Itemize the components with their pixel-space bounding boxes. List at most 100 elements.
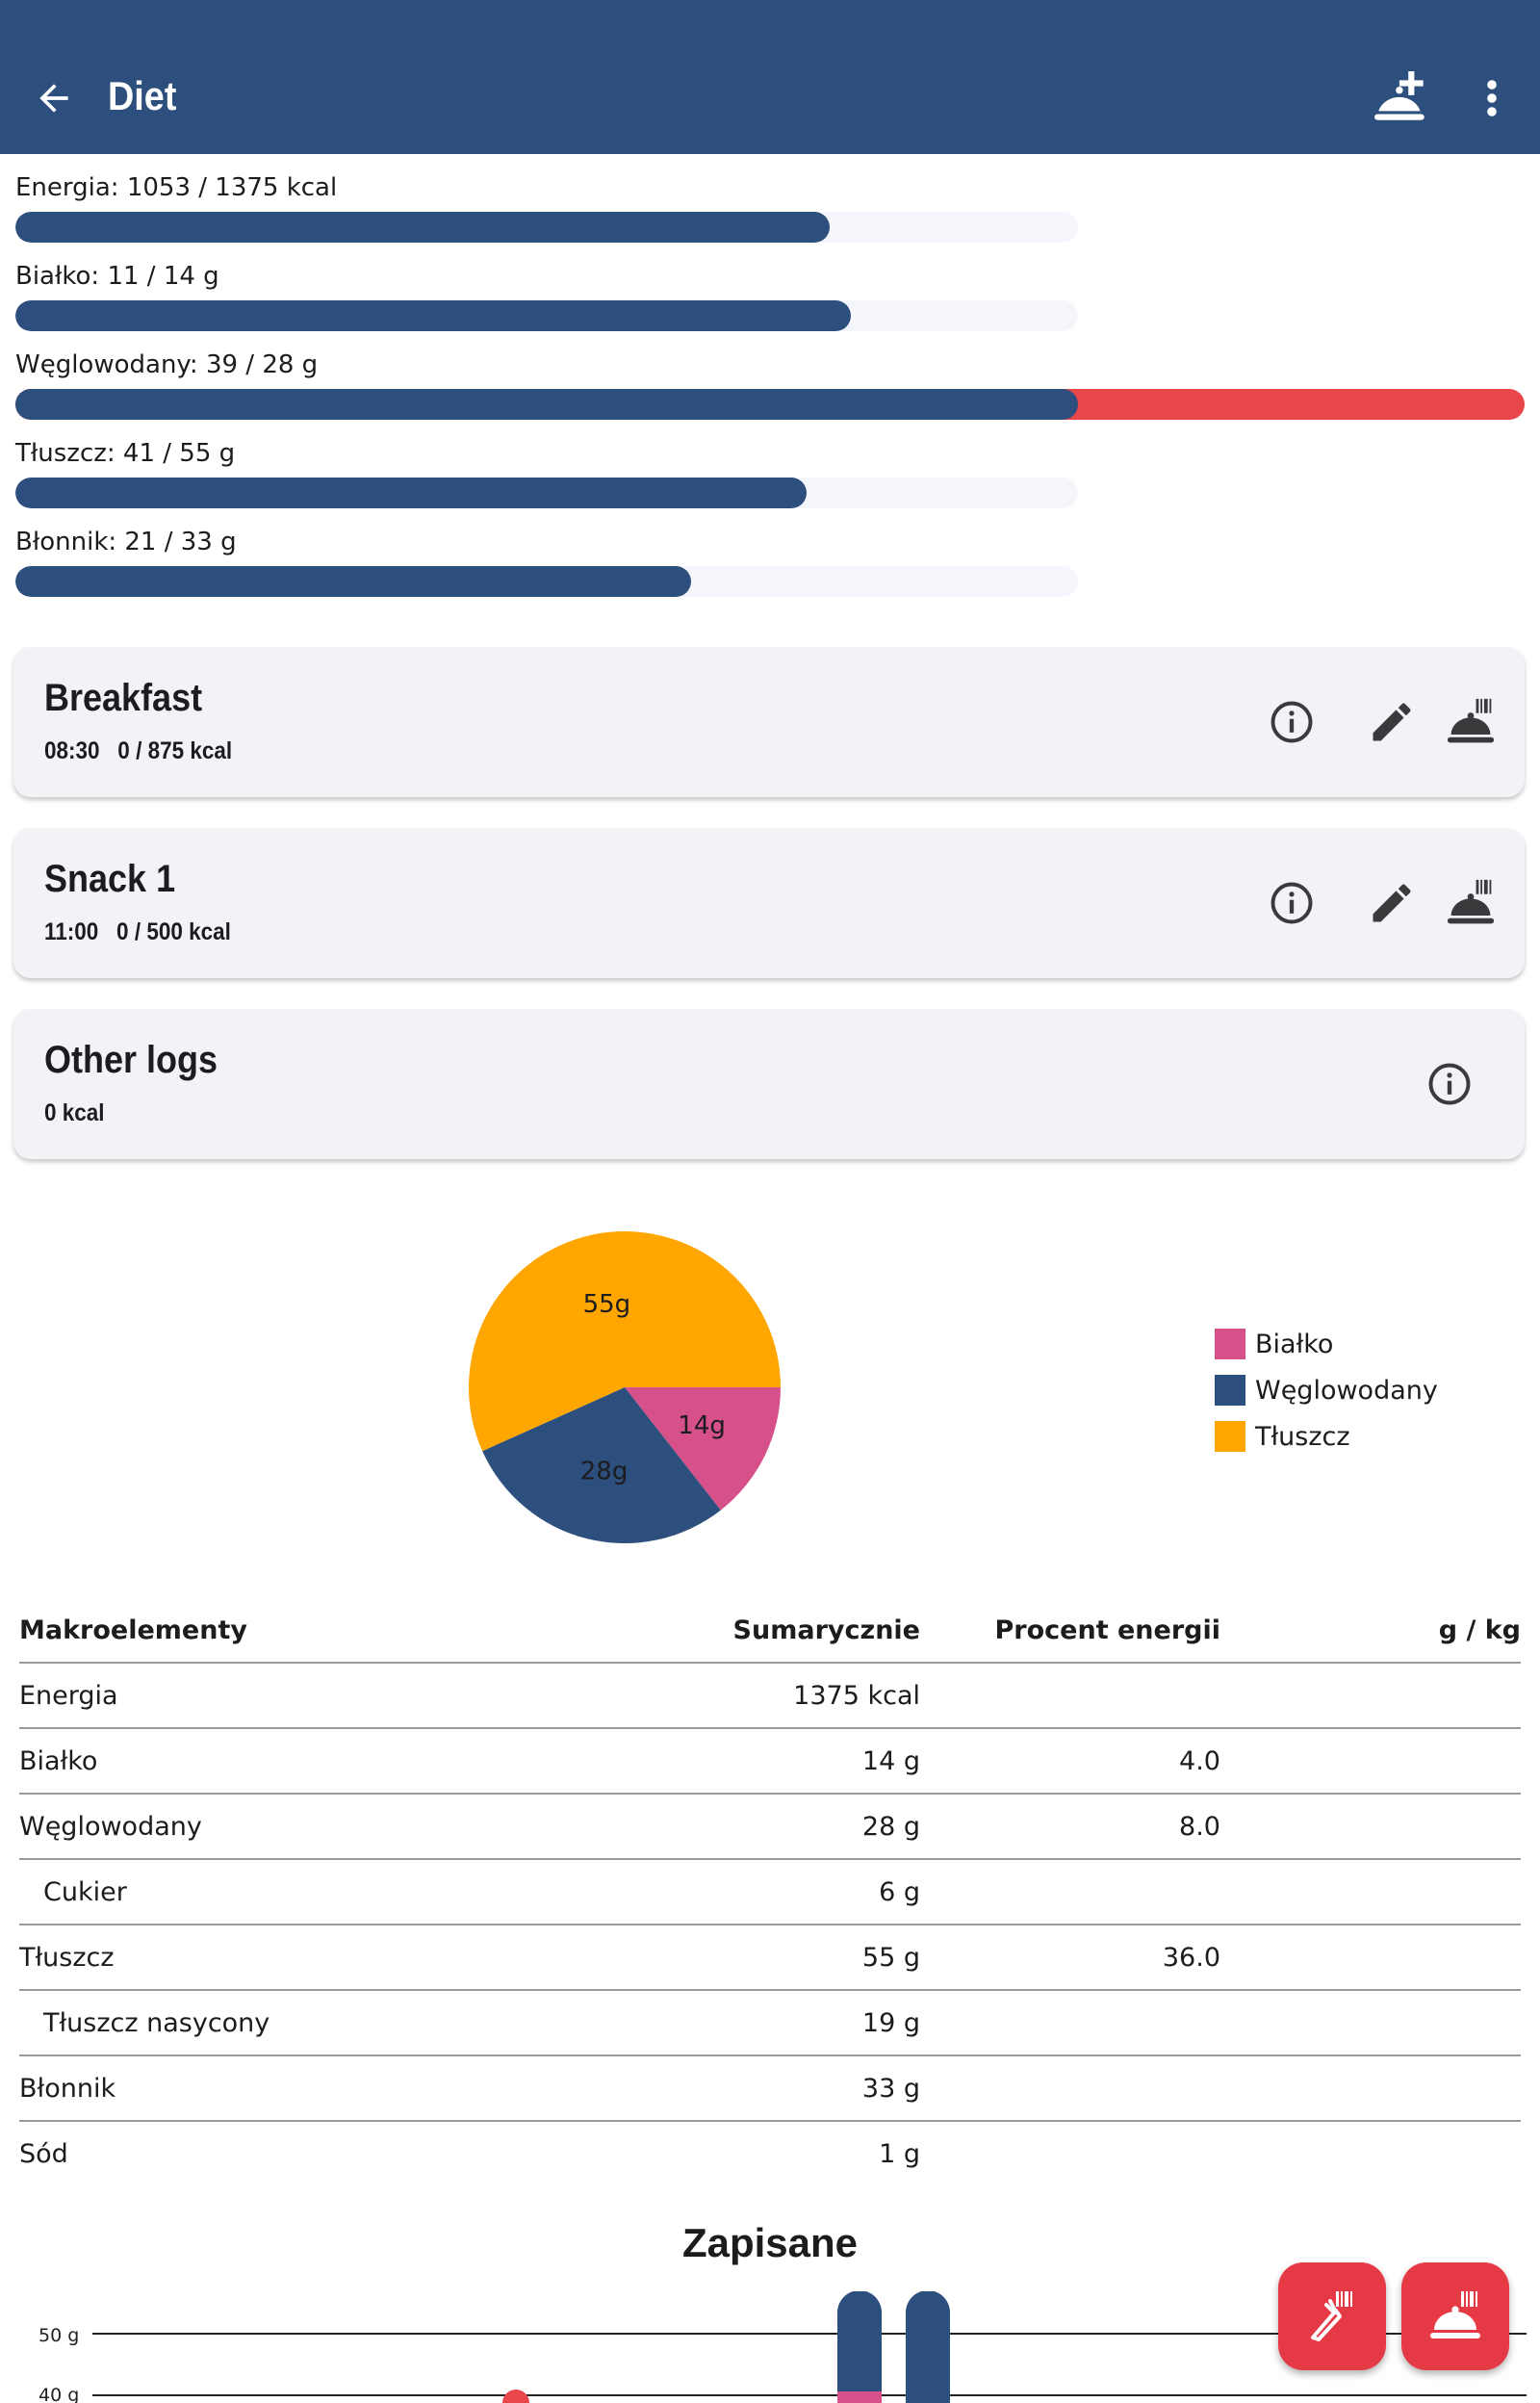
cell-percent: 36.0 — [920, 1925, 1220, 1991]
cell-percent: 4.0 — [920, 1728, 1220, 1795]
meal-summary: 08:30 0 / 875 kcal — [44, 737, 233, 764]
legend-label: Węglowodany — [1255, 1375, 1438, 1406]
cell-percent — [920, 1859, 1220, 1925]
y-tick-label: 40 g — [38, 2385, 79, 2403]
edit-icon[interactable] — [1367, 878, 1417, 928]
meal-barcode-icon[interactable] — [1446, 697, 1496, 747]
add-meal-button[interactable] — [1401, 2262, 1509, 2370]
cell-total: 1375 kcal — [424, 1663, 920, 1729]
macro-pie-chart: 14g 28g 55g — [469, 1231, 781, 1543]
table-row: Węglowodany 28 g 8.0 — [19, 1794, 1521, 1860]
cell-percent — [920, 2055, 1220, 2122]
cell-total: 19 g — [424, 1990, 920, 2056]
header-macro: Makroelementy — [19, 1598, 424, 1664]
cell-gkg — [1220, 1859, 1521, 1925]
table-header-row: Makroelementy Sumarycznie Procent energi… — [19, 1598, 1521, 1664]
macro-table: Makroelementy Sumarycznie Procent energi… — [19, 1598, 1521, 2185]
cell-total: 33 g — [424, 2055, 920, 2122]
cell-total: 1 g — [879, 2138, 920, 2169]
bar-carbs — [837, 2291, 882, 2403]
saved-chart-title: Zapisane — [681, 2220, 859, 2265]
cell-name: Węglowodany — [19, 1794, 424, 1860]
progress-track — [15, 478, 1078, 508]
legend-label: Białko — [1255, 1329, 1334, 1359]
nutrient-label: Tłuszcz: 41 / 55 g — [15, 439, 236, 468]
progress-track — [15, 300, 1078, 331]
saved-bar-chart: 50 g 40 g — [38, 2291, 1527, 2403]
cell-total: 28 g — [424, 1794, 920, 1860]
progress-fill — [15, 389, 1078, 420]
cell-percent — [920, 2121, 1220, 2185]
table-row: Błonnik 33 g — [19, 2055, 1521, 2122]
progress-fill — [15, 300, 851, 331]
meal-card-breakfast[interactable]: Breakfast 08:30 0 / 875 kcal — [13, 647, 1525, 797]
cell-gkg — [1220, 2055, 1521, 2122]
nutrient-carbs: Węglowodany: 39 / 28 g — [15, 349, 1536, 420]
nutrient-label: Węglowodany: 39 / 28 g — [15, 350, 319, 379]
meal-name: Other logs — [44, 1039, 218, 1081]
back-arrow-icon[interactable] — [33, 77, 75, 119]
meal-card-snack-1[interactable]: Snack 1 11:00 0 / 500 kcal — [13, 828, 1525, 978]
progress-track — [15, 566, 1078, 597]
meal-summary: 0 kcal — [44, 1099, 105, 1126]
cell-name: Białko — [19, 1728, 424, 1795]
table-row: Tłuszcz 55 g 36.0 — [19, 1925, 1521, 1991]
meal-card-other-logs[interactable]: Other logs 0 kcal — [13, 1009, 1525, 1159]
pie-legend: Białko Węglowodany Tłuszcz — [1215, 1321, 1438, 1460]
meal-barcode-icon[interactable] — [1446, 878, 1496, 928]
page-title: Diet — [108, 73, 177, 118]
legend-swatch — [1215, 1329, 1245, 1359]
info-icon[interactable] — [1267, 878, 1317, 928]
pie-slice-tłuszcz — [469, 1231, 781, 1452]
progress-track — [15, 212, 1078, 243]
cell-name: Sód — [19, 2138, 68, 2169]
add-meal-icon[interactable] — [1373, 69, 1432, 129]
meal-name: Breakfast — [44, 677, 203, 719]
pie-slice-label: 14g — [678, 1411, 726, 1440]
y-tick-label: 50 g — [38, 2325, 79, 2346]
header-gkg: g / kg — [1220, 1598, 1521, 1664]
progress-over-track — [15, 389, 1525, 420]
progress-fill — [15, 478, 808, 508]
pie-slice-węglowodany — [482, 1387, 721, 1543]
bar-top-marker — [502, 2390, 529, 2403]
nutrient-label: Energia: 1053 / 1375 kcal — [15, 173, 338, 202]
bar-protein-segment — [837, 2391, 882, 2403]
info-icon[interactable] — [1267, 697, 1317, 747]
table-row: Tłuszcz nasycony 19 g — [19, 1990, 1521, 2056]
header-total: Sumarycznie — [424, 1598, 920, 1664]
cell-gkg — [1220, 1990, 1521, 2056]
progress-fill — [15, 212, 830, 243]
legend-swatch — [1215, 1421, 1245, 1452]
pie-slice-białko — [625, 1387, 781, 1511]
nutrient-label: Białko: 11 / 14 g — [15, 262, 219, 291]
cell-percent: 8.0 — [920, 1794, 1220, 1860]
more-vert-icon[interactable] — [1478, 75, 1505, 121]
header-percent: Procent energii — [920, 1598, 1220, 1664]
cell-name: Tłuszcz — [19, 1925, 424, 1991]
cell-total: 55 g — [424, 1925, 920, 1991]
legend-item-carbs: Węglowodany — [1215, 1367, 1438, 1413]
cell-name: Cukier — [19, 1859, 424, 1925]
cell-name: Energia — [19, 1663, 424, 1729]
cell-percent — [920, 1663, 1220, 1729]
legend-item-fat: Tłuszcz — [1215, 1413, 1438, 1460]
nutrient-protein: Białko: 11 / 14 g — [15, 260, 1536, 331]
bar-carbs — [906, 2291, 950, 2403]
table-row: Sód 1 g — [19, 2121, 1521, 2185]
legend-item-protein: Białko — [1215, 1321, 1438, 1367]
cell-gkg — [1220, 1728, 1521, 1795]
table-row: Energia 1375 kcal — [19, 1663, 1521, 1729]
nutrient-fat: Tłuszcz: 41 / 55 g — [15, 437, 1536, 508]
cell-gkg — [1220, 1794, 1521, 1860]
app-bar: Diet — [0, 0, 1540, 154]
info-icon[interactable] — [1424, 1059, 1475, 1109]
cell-total: 6 g — [424, 1859, 920, 1925]
cell-gkg — [1220, 1925, 1521, 1991]
table-row: Cukier 6 g — [19, 1859, 1521, 1925]
meal-barcode-icon — [1430, 2291, 1480, 2338]
add-ingredient-button[interactable] — [1278, 2262, 1386, 2370]
nutrient-label: Błonnik: 21 / 33 g — [15, 528, 237, 556]
cell-name: Błonnik — [19, 2055, 424, 2122]
edit-icon[interactable] — [1367, 697, 1417, 747]
